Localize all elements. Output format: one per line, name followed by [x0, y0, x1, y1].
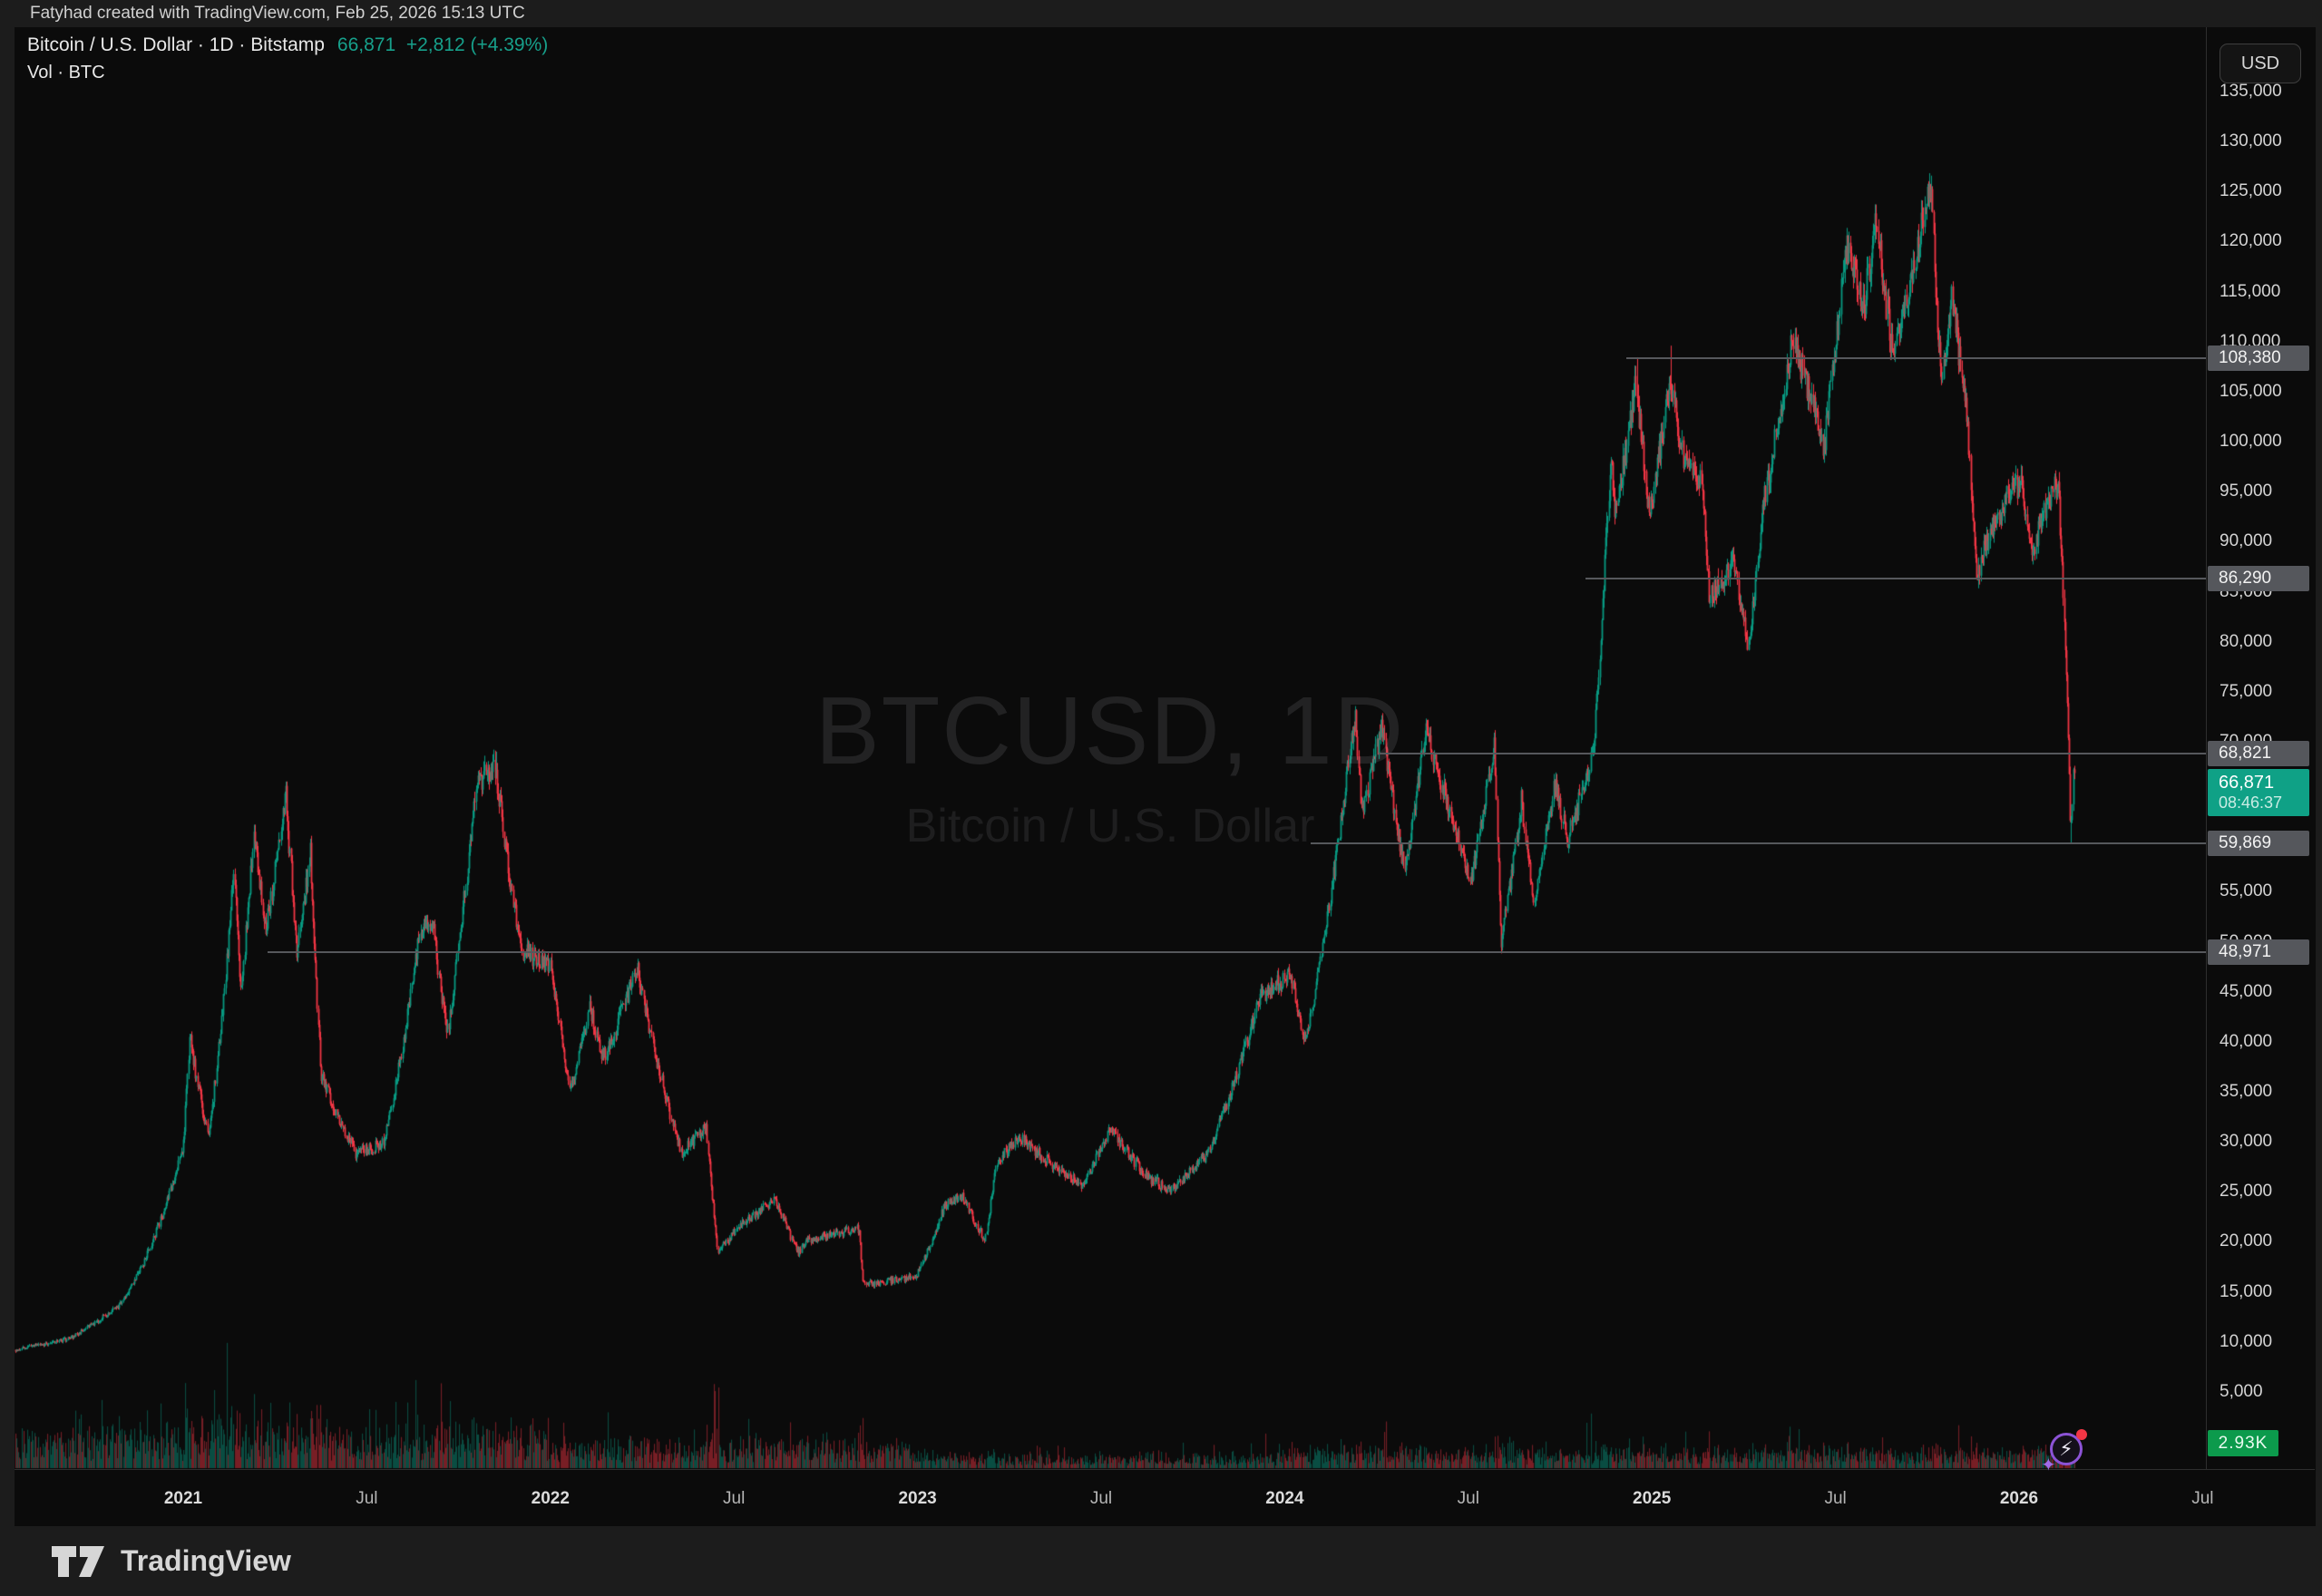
- time-axis[interactable]: 2021 Jul 2022 Jul 2023 Jul 2024 Jul 2025 Jul 2026 J…: [15, 1469, 2315, 1527]
- price-tick-label: 120,000: [2220, 231, 2282, 251]
- tradingview-logo-icon: [52, 1545, 104, 1577]
- current-volume-badge: 2.93K: [2208, 1430, 2278, 1456]
- currency-toggle-button[interactable]: USD: [2220, 44, 2301, 83]
- tradingview-logo[interactable]: TradingView: [50, 1544, 291, 1579]
- price-tick-label: 15,000: [2220, 1281, 2273, 1301]
- price-level-badge: 59,869: [2208, 830, 2309, 856]
- price-tick-label: 5,000: [2220, 1381, 2263, 1401]
- time-tick-label: Jul: [1824, 1488, 1847, 1508]
- time-tick-label: 2025: [1633, 1488, 1672, 1508]
- price-tick-label: 30,000: [2220, 1132, 2273, 1152]
- time-tick-label: 2024: [1265, 1488, 1304, 1508]
- legend-volume-indicator[interactable]: Vol · BTC: [27, 63, 105, 83]
- legend-last-price: 66,871: [337, 34, 396, 55]
- price-tick-label: 115,000: [2220, 281, 2281, 301]
- price-tick-label: 100,000: [2220, 432, 2282, 452]
- time-tick-label: 2023: [898, 1488, 937, 1508]
- legend-change: +2,812 (+4.39%): [405, 34, 549, 55]
- footer-bar: TradingView: [0, 1526, 2322, 1596]
- price-level-badge: 68,821: [2208, 740, 2309, 766]
- current-price-value: 66,871: [2219, 773, 2275, 793]
- price-level-badge: 86,290: [2208, 566, 2309, 592]
- price-level-line[interactable]: [1626, 356, 2206, 359]
- price-level-line[interactable]: [268, 950, 2206, 953]
- price-tick-label: 130,000: [2220, 131, 2282, 151]
- price-level-line[interactable]: [1311, 842, 2206, 844]
- time-tick-label: 2026: [1999, 1488, 2039, 1508]
- price-tick-label: 125,000: [2220, 181, 2282, 201]
- tradingview-logo-text: TradingView: [121, 1544, 291, 1577]
- price-tick-label: 40,000: [2220, 1031, 2273, 1051]
- attribution-text: Fatyhad created with TradingView.com, Fe…: [30, 4, 525, 23]
- lightning-bolt-icon: ⚡: [2059, 1437, 2073, 1460]
- time-tick-label: Jul: [723, 1488, 746, 1508]
- sparkle-icon: ✦: [2041, 1455, 2056, 1475]
- price-tick-label: 25,000: [2220, 1182, 2273, 1202]
- price-tick-label: 10,000: [2220, 1331, 2273, 1351]
- notification-dot: [2076, 1429, 2087, 1440]
- price-level-badge: 108,380: [2208, 345, 2309, 371]
- bar-countdown-timer: 08:46:37: [2219, 793, 2283, 813]
- price-tick-label: 95,000: [2220, 482, 2273, 501]
- spark-assistant-button[interactable]: ⚡ ✦: [2041, 1429, 2088, 1475]
- time-tick-label: Jul: [2191, 1488, 2214, 1508]
- price-tick-label: 20,000: [2220, 1231, 2273, 1251]
- price-axis[interactable]: USD 135,000 130,000 125,000 120,000 115,000 1…: [2206, 27, 2316, 1526]
- time-tick-label: Jul: [1457, 1488, 1479, 1508]
- chart-legend[interactable]: Bitcoin / U.S. Dollar · 1D · Bitstamp 66,…: [27, 34, 548, 83]
- legend-symbol-title[interactable]: Bitcoin / U.S. Dollar · 1D · Bitstamp: [27, 34, 325, 55]
- price-level-line[interactable]: [1585, 578, 2206, 580]
- time-tick-label: Jul: [356, 1488, 378, 1508]
- time-tick-label: 2022: [531, 1488, 570, 1508]
- time-tick-label: Jul: [1089, 1488, 1113, 1508]
- price-tick-label: 80,000: [2220, 631, 2273, 651]
- candlestick-canvas[interactable]: [15, 27, 2206, 1469]
- price-tick-label: 45,000: [2220, 981, 2273, 1001]
- price-tick-label: 75,000: [2220, 681, 2273, 701]
- price-tick-label: 90,000: [2220, 531, 2273, 551]
- price-tick-label: 55,000: [2220, 881, 2273, 901]
- price-level-line[interactable]: [1379, 752, 2206, 754]
- price-level-badge: 48,971: [2208, 939, 2309, 965]
- time-tick-label: 2021: [163, 1488, 203, 1508]
- price-tick-label: 35,000: [2220, 1082, 2273, 1101]
- price-tick-label: 105,000: [2220, 381, 2282, 401]
- price-tick-label: 135,000: [2220, 82, 2282, 101]
- chart-pane: BTCUSD, 1D Bitcoin / U.S. Dollar Bitcoin…: [15, 27, 2316, 1527]
- current-price-badge: 66,871 08:46:37: [2208, 769, 2309, 817]
